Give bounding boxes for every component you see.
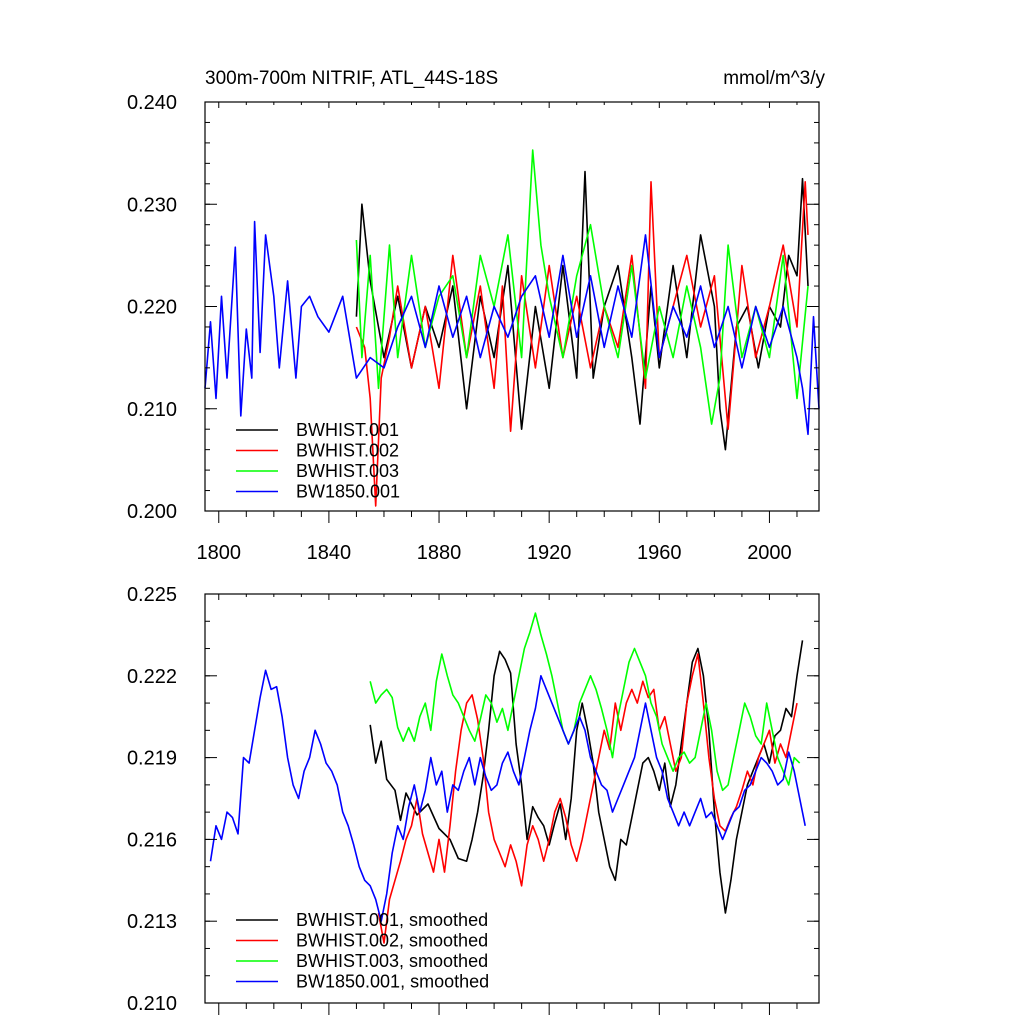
y-tick-label: 0.220 xyxy=(127,297,177,319)
chart-title: 300m-700m NITRIF, ATL_44S-18S xyxy=(205,68,498,89)
series-group xyxy=(209,612,806,944)
legend-label: BWHIST.003, smoothed xyxy=(296,951,488,971)
legend-label: BWHIST.001, smoothed xyxy=(296,910,488,930)
legend-label: BWHIST.003 xyxy=(296,461,399,481)
bottom-panel: 0.210 0.213 0.216 0.219 0.222 0.225 BWHIST.00… xyxy=(127,584,820,1015)
y-tick-label: 0.216 xyxy=(127,829,177,851)
y-tick-label: 0.210 xyxy=(127,993,177,1015)
legend-label: BWHIST.002 xyxy=(296,441,399,461)
series-line-3 xyxy=(204,220,820,436)
axes: 0.210 0.213 0.216 0.219 0.222 0.225 xyxy=(127,584,820,1015)
series-line-3 xyxy=(209,669,806,922)
axes: 0.200 0.210 0.220 0.230 0.240 1800 1840 1880 192… xyxy=(127,92,820,564)
series-group xyxy=(204,149,820,507)
x-tick-label: 1920 xyxy=(527,542,572,564)
legend-label: BWHIST.001 xyxy=(296,420,399,440)
y-tick-label: 0.225 xyxy=(127,584,177,606)
y-tick-label: 0.200 xyxy=(127,501,177,523)
x-tick-label: 1800 xyxy=(197,542,242,564)
plot-frame xyxy=(204,593,820,1004)
legend-label: BW1850.001, smoothed xyxy=(296,972,489,992)
series-line-2 xyxy=(355,149,809,425)
series-line-2 xyxy=(369,612,801,792)
y-tick-label: 0.213 xyxy=(127,911,177,933)
y-tick-label: 0.230 xyxy=(127,194,177,216)
legend-label: BW1850.001 xyxy=(296,482,400,502)
series-line-1 xyxy=(355,181,809,507)
x-tick-label: 2000 xyxy=(747,542,792,564)
y-tick-label: 0.240 xyxy=(127,92,177,114)
x-tick-label: 1960 xyxy=(637,542,682,564)
units-label: mmol/m^3/y xyxy=(723,68,825,89)
y-tick-label: 0.222 xyxy=(127,666,177,688)
top-panel: 300m-700m NITRIF, ATL_44S-18S mmol/m^3/y… xyxy=(127,68,826,564)
x-tick-label: 1880 xyxy=(417,542,462,564)
y-tick-label: 0.219 xyxy=(127,748,177,770)
x-tick-label: 1840 xyxy=(307,542,352,564)
y-tick-label: 0.210 xyxy=(127,399,177,421)
legend-label: BWHIST.002, smoothed xyxy=(296,931,488,951)
series-line-0 xyxy=(369,640,804,914)
series-line-1 xyxy=(377,653,798,944)
